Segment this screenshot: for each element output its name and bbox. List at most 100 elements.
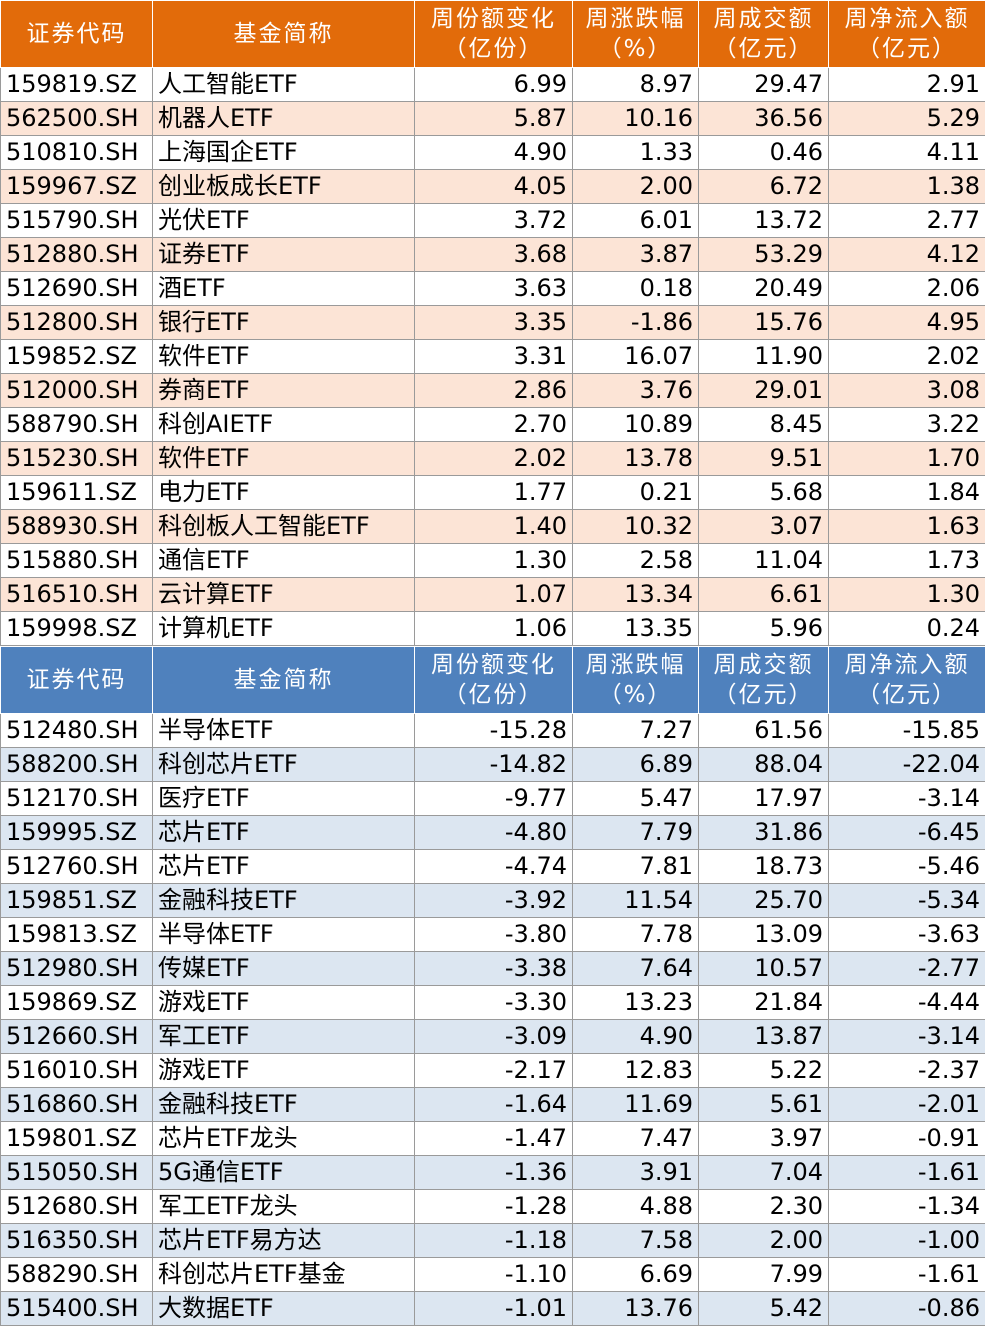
- net-inflow-cell: 4.95: [828, 305, 985, 340]
- net-inflow-cell: -1.00: [828, 1223, 985, 1258]
- outflow-table-row: 512660.SH 军工ETF -3.09 4.90 13.87 -3.14: [0, 1019, 985, 1054]
- security-code-cell: 512660.SH: [0, 1019, 153, 1054]
- fund-name-cell: 游戏ETF: [152, 985, 415, 1020]
- fund-name-cell: 通信ETF: [152, 543, 415, 578]
- header-net-inflow: 周净流入额 （亿元）: [828, 0, 985, 68]
- fund-name-cell: 人工智能ETF: [152, 67, 415, 102]
- share-change-cell: 3.72: [414, 203, 573, 238]
- share-change-cell: 1.07: [414, 577, 573, 612]
- fund-name-cell: 游戏ETF: [152, 1053, 415, 1088]
- net-inflow-cell: -1.34: [828, 1189, 985, 1224]
- share-change-cell: -1.36: [414, 1155, 573, 1190]
- fund-name-cell: 金融科技ETF: [152, 1087, 415, 1122]
- fund-name-cell: 科创板人工智能ETF: [152, 509, 415, 544]
- fund-name-cell: 医疗ETF: [152, 781, 415, 816]
- turnover-cell: 2.00: [698, 1223, 829, 1258]
- security-code-cell: 562500.SH: [0, 101, 153, 136]
- fund-name-cell: 金融科技ETF: [152, 883, 415, 918]
- fund-name-cell: 软件ETF: [152, 339, 415, 374]
- fund-name-cell: 电力ETF: [152, 475, 415, 510]
- turnover-cell: 5.61: [698, 1087, 829, 1122]
- fund-name-cell: 光伏ETF: [152, 203, 415, 238]
- net-inflow-cell: 4.11: [828, 135, 985, 170]
- inflow-table-row: 512800.SH 银行ETF 3.35 -1.86 15.76 4.95: [0, 305, 985, 340]
- price-change-cell: 13.76: [572, 1291, 699, 1326]
- share-change-cell: 4.90: [414, 135, 573, 170]
- share-change-cell: 4.05: [414, 169, 573, 204]
- turnover-cell: 25.70: [698, 883, 829, 918]
- price-change-cell: 6.69: [572, 1257, 699, 1292]
- net-inflow-cell: 1.84: [828, 475, 985, 510]
- outflow-table-row: 588290.SH 科创芯片ETF基金 -1.10 6.69 7.99 -1.61: [0, 1257, 985, 1292]
- turnover-cell: 11.90: [698, 339, 829, 374]
- turnover-cell: 5.42: [698, 1291, 829, 1326]
- turnover-cell: 9.51: [698, 441, 829, 476]
- share-change-cell: 5.87: [414, 101, 573, 136]
- price-change-cell: 8.97: [572, 67, 699, 102]
- price-change-cell: 12.83: [572, 1053, 699, 1088]
- fund-name-cell: 创业板成长ETF: [152, 169, 415, 204]
- turnover-cell: 8.45: [698, 407, 829, 442]
- net-inflow-cell: 1.63: [828, 509, 985, 544]
- share-change-cell: 3.31: [414, 339, 573, 374]
- price-change-cell: 10.32: [572, 509, 699, 544]
- fund-name-cell: 军工ETF: [152, 1019, 415, 1054]
- price-change-cell: 10.89: [572, 407, 699, 442]
- outflow-table-row: 512980.SH 传媒ETF -3.38 7.64 10.57 -2.77: [0, 951, 985, 986]
- security-code-cell: 516510.SH: [0, 577, 153, 612]
- turnover-cell: 13.09: [698, 917, 829, 952]
- turnover-cell: 88.04: [698, 747, 829, 782]
- inflow-table-row: 510810.SH 上海国企ETF 4.90 1.33 0.46 4.11: [0, 135, 985, 170]
- inflow-table-row: 512000.SH 券商ETF 2.86 3.76 29.01 3.08: [0, 373, 985, 408]
- turnover-cell: 36.56: [698, 101, 829, 136]
- price-change-cell: 16.07: [572, 339, 699, 374]
- turnover-cell: 13.72: [698, 203, 829, 238]
- share-change-cell: 3.35: [414, 305, 573, 340]
- net-inflow-cell: -15.85: [828, 713, 985, 748]
- security-code-cell: 510810.SH: [0, 135, 153, 170]
- turnover-cell: 21.84: [698, 985, 829, 1020]
- net-inflow-cell: -3.14: [828, 1019, 985, 1054]
- security-code-cell: 516860.SH: [0, 1087, 153, 1122]
- share-change-cell: -9.77: [414, 781, 573, 816]
- fund-name-cell: 计算机ETF: [152, 611, 415, 646]
- turnover-cell: 17.97: [698, 781, 829, 816]
- inflow-table-row: 562500.SH 机器人ETF 5.87 10.16 36.56 5.29: [0, 101, 985, 136]
- turnover-cell: 6.61: [698, 577, 829, 612]
- turnover-cell: 61.56: [698, 713, 829, 748]
- turnover-cell: 29.47: [698, 67, 829, 102]
- security-code-cell: 159995.SZ: [0, 815, 153, 850]
- price-change-cell: 7.58: [572, 1223, 699, 1258]
- price-change-cell: 2.58: [572, 543, 699, 578]
- security-code-cell: 159611.SZ: [0, 475, 153, 510]
- header-share-change: 周份额变化 （亿份）: [414, 0, 573, 68]
- inflow-table-row: 159819.SZ 人工智能ETF 6.99 8.97 29.47 2.91: [0, 67, 985, 102]
- share-change-cell: -3.80: [414, 917, 573, 952]
- security-code-cell: 515400.SH: [0, 1291, 153, 1326]
- inflow-etf-table: 证券代码 基金简称 周份额变化 （亿份） 周涨跌幅 （%） 周成交额 （亿元） …: [0, 0, 985, 646]
- net-inflow-cell: 5.29: [828, 101, 985, 136]
- header-turnover: 周成交额 （亿元）: [698, 646, 829, 714]
- inflow-table-row: 515790.SH 光伏ETF 3.72 6.01 13.72 2.77: [0, 203, 985, 238]
- net-inflow-cell: -3.14: [828, 781, 985, 816]
- price-change-cell: 4.88: [572, 1189, 699, 1224]
- price-change-cell: 3.76: [572, 373, 699, 408]
- outflow-table-row: 516860.SH 金融科技ETF -1.64 11.69 5.61 -2.01: [0, 1087, 985, 1122]
- header-fund-name: 基金简称: [152, 0, 415, 68]
- fund-name-cell: 半导体ETF: [152, 917, 415, 952]
- outflow-table-row: 512760.SH 芯片ETF -4.74 7.81 18.73 -5.46: [0, 849, 985, 884]
- security-code-cell: 159851.SZ: [0, 883, 153, 918]
- net-inflow-cell: -3.63: [828, 917, 985, 952]
- net-inflow-cell: -2.01: [828, 1087, 985, 1122]
- header-turnover: 周成交额 （亿元）: [698, 0, 829, 68]
- security-code-cell: 512170.SH: [0, 781, 153, 816]
- net-inflow-cell: -4.44: [828, 985, 985, 1020]
- fund-name-cell: 大数据ETF: [152, 1291, 415, 1326]
- share-change-cell: 2.70: [414, 407, 573, 442]
- outflow-table-row: 512480.SH 半导体ETF -15.28 7.27 61.56 -15.85: [0, 713, 985, 748]
- net-inflow-cell: -1.61: [828, 1155, 985, 1190]
- share-change-cell: -3.38: [414, 951, 573, 986]
- price-change-cell: 2.00: [572, 169, 699, 204]
- inflow-table-row: 515880.SH 通信ETF 1.30 2.58 11.04 1.73: [0, 543, 985, 578]
- security-code-cell: 159852.SZ: [0, 339, 153, 374]
